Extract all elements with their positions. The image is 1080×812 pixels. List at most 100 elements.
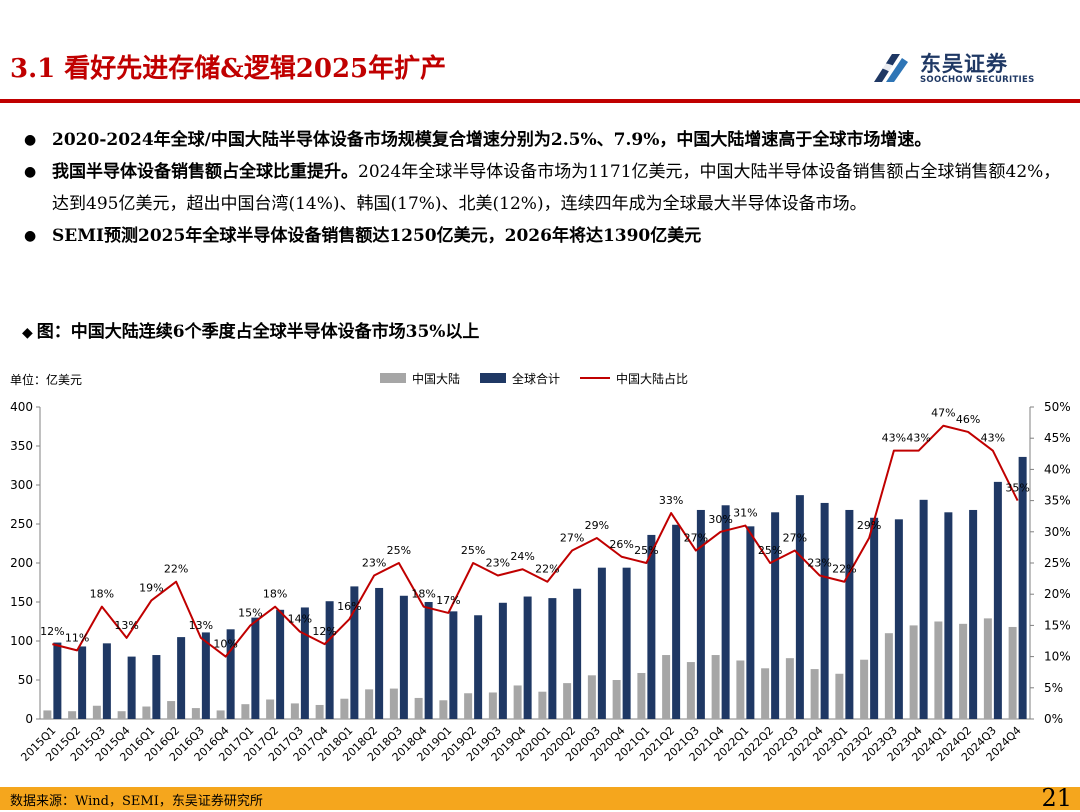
bullet-dot-icon: ● [24, 228, 37, 244]
ratio-data-label: 29% [585, 519, 609, 532]
bullet-text: 2024年全球半导体设备市场为1171亿美元，中国大陆半导体设备销售额占全球销售… [52, 162, 1061, 214]
bar-china [810, 669, 819, 719]
bar-china [488, 692, 497, 719]
bullet-dot-icon: ● [24, 164, 37, 180]
bar-china [241, 704, 250, 719]
ratio-data-label: 19% [139, 581, 163, 594]
bar-china [785, 658, 794, 719]
ratio-data-label: 12% [40, 625, 64, 638]
bar-china [1008, 626, 1017, 719]
caption-text: 图：中国大陆连续6个季度占全球半导体设备市场35%以上 [36, 322, 480, 342]
bar-china [117, 711, 126, 719]
ratio-data-label: 13% [189, 619, 213, 632]
bullet-item: ● 2020-2024年全球/中国大陆半导体设备市场规模复合增速分别为2.5%、… [22, 124, 1067, 156]
bar-global [498, 602, 507, 719]
bar-china [686, 662, 695, 719]
logo-english-name: SOOCHOW SECURITIES [920, 75, 1035, 85]
y-left-tick-label: 300 [10, 478, 33, 492]
footer-bar: 数据来源：Wind，SEMI，东吴证券研究所 21 [0, 784, 1080, 812]
y-left-tick-label: 0 [25, 712, 33, 726]
ratio-data-label: 43% [882, 432, 906, 445]
ratio-data-label: 23% [807, 556, 831, 569]
bullet-dot-icon: ● [24, 132, 37, 148]
ratio-data-label: 27% [684, 532, 708, 545]
ratio-data-label: 31% [733, 507, 757, 520]
bar-global [672, 524, 681, 719]
ratio-data-label: 18% [90, 588, 114, 601]
bar-global [573, 588, 582, 719]
bar-china [983, 618, 992, 719]
bar-global [721, 505, 730, 719]
bar-global [251, 617, 260, 719]
ratio-data-label: 23% [486, 556, 510, 569]
y-right-tick-label: 40% [1044, 462, 1071, 476]
bar-china [612, 680, 621, 719]
bar-china [191, 708, 200, 719]
ratio-data-label: 43% [906, 432, 930, 445]
ratio-data-label: 30% [708, 513, 732, 526]
ratio-data-label: 22% [535, 563, 559, 576]
page-number: 21 [1041, 784, 1072, 812]
ratio-data-label: 43% [981, 432, 1005, 445]
bar-global [152, 655, 161, 719]
y-right-tick-label: 20% [1044, 587, 1071, 601]
bar-global [597, 567, 606, 719]
bar-global [399, 595, 408, 719]
y-left-tick-label: 200 [10, 556, 33, 570]
y-left-tick-label: 100 [10, 634, 33, 648]
bullet-list: ● 2020-2024年全球/中国大陆半导体设备市场规模复合增速分别为2.5%、… [22, 124, 1067, 252]
legend-swatch-0 [380, 373, 406, 383]
bullet-item: ● SEMI预测2025年全球半导体设备销售额达1250亿美元，2026年将达1… [22, 220, 1067, 252]
ratio-data-label: 33% [659, 494, 683, 507]
bar-global [845, 509, 854, 719]
y-left-tick-label: 50 [18, 673, 33, 687]
bar-china [142, 706, 151, 719]
bar-global [647, 534, 656, 719]
bar-global [300, 607, 309, 719]
ratio-line [52, 424, 1019, 658]
bar-china [563, 683, 572, 719]
y-right-tick-label: 5% [1044, 681, 1063, 695]
soochow-logo-icon [872, 54, 908, 82]
ratio-data-label: 46% [956, 413, 980, 426]
y-left-tick-label: 400 [10, 400, 33, 414]
legend-label-2: 中国大陆占比 [616, 371, 688, 386]
y-right-tick-label: 10% [1044, 650, 1071, 664]
bar-global [226, 629, 235, 719]
unit-label: 单位：亿美元 [10, 372, 82, 387]
bar-global [325, 601, 334, 719]
bar-global [919, 499, 928, 719]
bar-china [266, 699, 275, 719]
bar-china [365, 689, 374, 719]
ratio-data-label: 25% [634, 544, 658, 557]
bar-china [92, 705, 101, 719]
legend-swatch-1 [480, 373, 506, 383]
header-divider [0, 99, 1080, 103]
y-right-tick-label: 45% [1044, 431, 1071, 445]
bar-global [177, 637, 186, 719]
bar-global [523, 596, 532, 719]
y-right-tick-label: 35% [1044, 494, 1071, 508]
y-right-tick-label: 0% [1044, 712, 1063, 726]
bar-china [761, 668, 770, 719]
bar-china [736, 660, 745, 719]
bar-global [78, 646, 87, 719]
diamond-icon: ◆ [22, 325, 33, 341]
bar-global [696, 509, 705, 719]
bar-global [350, 586, 359, 719]
bar-china [538, 691, 547, 719]
y-right-tick-label: 30% [1044, 525, 1071, 539]
bar-china [662, 655, 671, 719]
y-left-tick-label: 150 [10, 595, 33, 609]
bar-global [746, 526, 755, 719]
semiconductor-equipment-chart: 单位：亿美元 中国大陆 全球合计 中国大陆占比 0 50 100 150 200 250 300 35… [10, 371, 1071, 764]
bar-global [449, 611, 458, 719]
bar-china [513, 685, 522, 719]
ratio-data-label: 22% [832, 563, 856, 576]
ratio-data-label: 25% [387, 544, 411, 557]
bar-china [414, 697, 423, 719]
ratio-data-label: 14% [288, 613, 312, 626]
ratio-data-label: 23% [362, 556, 386, 569]
bar-global [127, 656, 136, 719]
bar-global [548, 598, 557, 719]
